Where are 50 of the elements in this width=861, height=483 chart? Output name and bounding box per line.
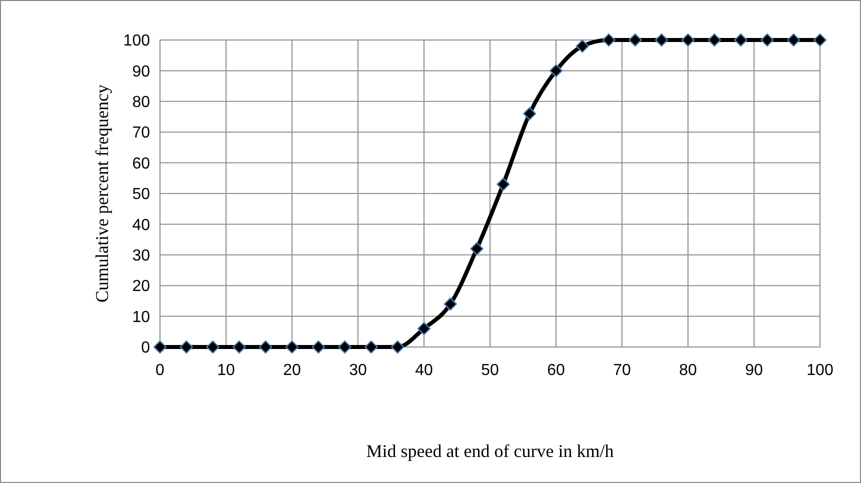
point (602, 33, 616, 47)
y-tick-label: 90 (132, 63, 150, 80)
x-tick-label: 70 (613, 362, 631, 379)
x-tick-label: 20 (283, 362, 301, 379)
x-tick-label: 10 (217, 362, 235, 379)
point (549, 64, 563, 78)
y-tick-label: 40 (132, 216, 150, 234)
y-tick-label: 20 (132, 278, 150, 296)
y-tick-label: 80 (132, 94, 150, 111)
point (444, 297, 457, 311)
point (259, 340, 272, 354)
y-tick-label: 50 (132, 186, 150, 204)
point (285, 340, 299, 354)
y-tick-label: 60 (132, 155, 150, 172)
y-tick-label: 0 (141, 340, 150, 357)
point (364, 340, 378, 354)
point (655, 33, 668, 47)
x-axis-title: Mid speed at end of curve in km/h (366, 441, 614, 461)
point (787, 33, 800, 47)
point (734, 33, 748, 47)
y-tick-label: 30 (132, 248, 150, 264)
x-tick-label: 50 (481, 362, 499, 379)
point (417, 322, 431, 336)
y-tick-label: 10 (132, 308, 150, 326)
x-tick-label: 90 (745, 362, 763, 379)
y-tick-label: 100 (123, 32, 150, 50)
y-tick-label: 70 (132, 124, 150, 142)
point (153, 340, 167, 354)
point (180, 340, 193, 354)
point (681, 33, 695, 47)
point (496, 178, 510, 191)
point (523, 107, 536, 120)
point (813, 33, 827, 47)
point (470, 242, 484, 256)
x-tick-label: 60 (547, 362, 565, 379)
x-tick-label: 80 (679, 362, 697, 379)
x-tick-label: 30 (349, 362, 367, 379)
point (312, 340, 325, 354)
point (206, 340, 220, 354)
x-tick-label: 0 (156, 362, 165, 379)
point (338, 340, 352, 354)
point (708, 33, 721, 47)
point (391, 340, 404, 354)
point (760, 33, 774, 47)
point (628, 33, 642, 47)
point (576, 40, 589, 53)
x-tick-label: 100 (806, 362, 834, 379)
y-axis-title: Cumulative percent frequency (92, 84, 112, 302)
x-tick-label: 40 (415, 362, 433, 379)
point (232, 340, 246, 354)
